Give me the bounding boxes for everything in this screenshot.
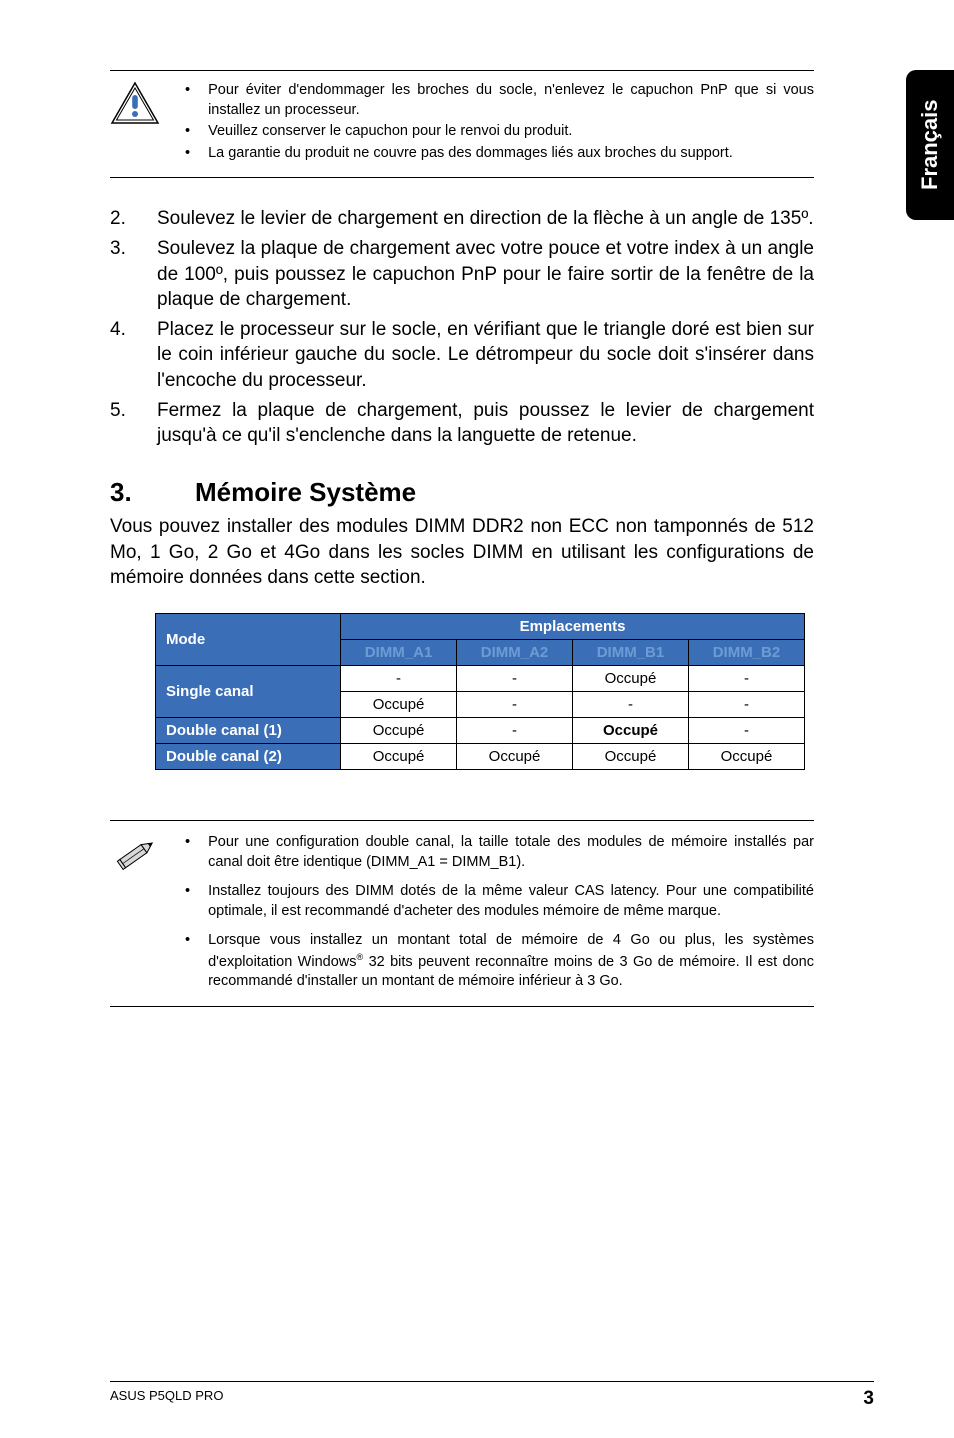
warning-callout: •Pour éviter d'endommager les broches du… xyxy=(110,70,814,178)
section-intro: Vous pouvez installer des modules DIMM D… xyxy=(110,514,814,591)
note-callout: •Pour une configuration double canal, la… xyxy=(110,820,814,1007)
warning-item: La garantie du produit ne couvre pas des… xyxy=(208,144,814,164)
table-emplacements-header: Emplacements xyxy=(341,613,805,639)
note-item: Lorsque vous installez un montant total … xyxy=(208,931,814,992)
note-item: Installez toujours des DIMM dotés de la … xyxy=(208,882,814,921)
warning-item: Pour éviter d'endommager les broches du … xyxy=(208,81,814,120)
page-footer: ASUS P5QLD PRO 3 xyxy=(110,1381,874,1410)
table-slot-header: DIMM_B1 xyxy=(573,639,689,665)
footer-product: ASUS P5QLD PRO xyxy=(110,1388,223,1410)
page-content: •Pour éviter d'endommager les broches du… xyxy=(0,0,954,1047)
table-row: Double canal (1) Occupé - Occupé - xyxy=(156,717,805,743)
table-slot-header: DIMM_B2 xyxy=(688,639,804,665)
warning-list: •Pour éviter d'endommager les broches du… xyxy=(185,81,814,163)
note-item: Pour une configuration double canal, la … xyxy=(208,833,814,872)
step: 4.Placez le processeur sur le socle, en … xyxy=(110,317,814,394)
table-slot-header: DIMM_A1 xyxy=(341,639,457,665)
warning-icon xyxy=(110,81,160,125)
section-heading: 3.Mémoire Système xyxy=(110,477,874,508)
note-list: •Pour une configuration double canal, la… xyxy=(185,833,814,992)
warning-text: •Pour éviter d'endommager les broches du… xyxy=(185,81,814,165)
step: 3.Soulevez la plaque de chargement avec … xyxy=(110,236,814,313)
table-row: Single canal - - Occupé - xyxy=(156,665,805,691)
warning-item: Veuillez conserver le capuchon pour le r… xyxy=(208,122,814,142)
step: 2.Soulevez le levier de chargement en di… xyxy=(110,206,814,232)
footer-page-number: 3 xyxy=(863,1388,874,1410)
pencil-icon xyxy=(110,833,160,877)
table-mode-header: Mode xyxy=(156,613,341,665)
memory-config-table: Mode Emplacements DIMM_A1 DIMM_A2 DIMM_B… xyxy=(155,613,805,770)
table-slot-header: DIMM_A2 xyxy=(457,639,573,665)
table-row: Double canal (2) Occupé Occupé Occupé Oc… xyxy=(156,743,805,769)
note-text: •Pour une configuration double canal, la… xyxy=(185,833,814,992)
step: 5.Fermez la plaque de chargement, puis p… xyxy=(110,398,814,449)
install-steps: 2.Soulevez le levier de chargement en di… xyxy=(110,206,814,449)
